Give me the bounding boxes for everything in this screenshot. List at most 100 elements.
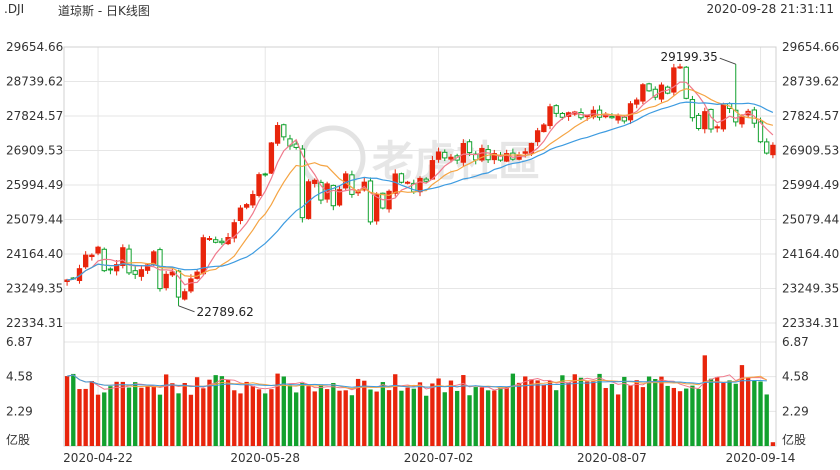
candle	[757, 121, 764, 143]
candle	[398, 173, 405, 183]
annotations: 29199.35 22789.62	[178, 50, 736, 319]
candle	[640, 84, 646, 102]
candle	[460, 143, 467, 163]
price-tick-left: 23249.35	[6, 282, 63, 296]
candle	[596, 109, 603, 118]
volume-bar	[708, 378, 714, 446]
volume-bar	[170, 383, 175, 446]
price-tick-right: 28739.62	[782, 75, 839, 89]
volume-bar	[603, 387, 608, 446]
volume-bar	[609, 383, 615, 446]
volume-bar	[250, 385, 256, 446]
date-tick: 2020-04-22	[63, 451, 133, 465]
volume-bar	[188, 394, 194, 446]
volume-bar	[312, 391, 317, 446]
candle	[739, 115, 745, 125]
price-tick-right: 22334.31	[782, 316, 839, 330]
volume-bar	[659, 376, 664, 446]
volume-bar	[368, 389, 373, 446]
annotation-leader	[178, 305, 195, 313]
volume-bar	[194, 377, 200, 446]
volume-bar	[324, 389, 330, 446]
candle	[677, 66, 683, 69]
volume-unit-right: 亿股	[782, 432, 806, 447]
candle	[764, 141, 770, 154]
candle	[120, 247, 126, 266]
candle	[250, 194, 256, 206]
volume-bar	[702, 355, 707, 446]
volume-bar	[343, 390, 348, 446]
annotation-high: 29199.35	[660, 50, 717, 64]
volume-ma-line	[67, 374, 767, 388]
volume-bar	[306, 386, 311, 446]
volume-bar	[739, 365, 745, 446]
volume-bar	[485, 390, 491, 446]
volume-bar	[95, 394, 101, 446]
volume-bar	[448, 380, 454, 446]
date-tick: 2020-08-07	[577, 451, 647, 465]
candle	[417, 177, 423, 193]
volume-bar	[362, 380, 367, 446]
volume-bar	[337, 390, 342, 446]
volume-bar	[287, 385, 293, 446]
volume-bar	[535, 380, 540, 446]
candle	[547, 106, 553, 127]
volume-bar	[207, 379, 212, 446]
moving-averages	[67, 81, 774, 286]
candle	[312, 179, 318, 184]
volume-tick-right: 2.29	[782, 404, 809, 418]
candle	[343, 173, 349, 189]
candle	[349, 174, 355, 195]
volume-unit-left: 亿股	[6, 432, 30, 447]
volume-bar	[349, 395, 355, 446]
candle	[188, 278, 194, 292]
volume-bar	[71, 373, 76, 446]
volume-bar	[628, 385, 633, 446]
price-tick-right: 25994.49	[782, 178, 839, 192]
volume-bar	[547, 380, 553, 446]
volume-bar	[554, 390, 559, 446]
volume-bar	[263, 393, 268, 446]
candle	[534, 130, 541, 143]
price-tick-left: 22334.31	[6, 316, 63, 330]
volume-bar	[461, 375, 466, 446]
volume-bar	[157, 394, 163, 446]
volume-bar	[733, 383, 738, 446]
candle	[627, 103, 634, 121]
volume-bar	[219, 376, 225, 446]
candles	[64, 63, 776, 306]
candle	[714, 126, 720, 129]
volume-tick-left: 2.29	[6, 404, 33, 418]
price-tick-right: 25079.44	[782, 213, 839, 227]
candle	[609, 116, 615, 119]
volume-bar	[374, 391, 379, 446]
candle	[541, 124, 547, 133]
volume-bar	[182, 383, 187, 446]
volume-bar	[133, 382, 138, 446]
candle	[504, 153, 510, 162]
price-tick-right: 26909.53	[782, 144, 839, 158]
candle	[237, 207, 244, 222]
ma5-line	[67, 81, 774, 286]
candle	[448, 156, 454, 160]
volume-tick-left: 6.87	[6, 335, 33, 349]
candle	[113, 264, 120, 272]
candle	[404, 181, 411, 184]
chart-title: 道琼斯 - 日K线图	[58, 4, 150, 18]
price-tick-right: 24164.40	[782, 247, 839, 261]
volume-bar	[560, 375, 565, 446]
price-tick-left: 25079.44	[6, 213, 63, 227]
volume-bar	[572, 374, 577, 446]
volume-bar	[436, 378, 441, 446]
volume-bar	[690, 385, 695, 446]
volume-bar	[269, 389, 274, 446]
volume-bar	[492, 390, 497, 446]
volume-bar	[684, 388, 689, 446]
volume-bar	[597, 373, 602, 446]
volume-bar	[163, 374, 169, 446]
candle	[138, 269, 145, 277]
candle	[702, 111, 708, 130]
candle	[373, 194, 380, 222]
candle	[553, 105, 559, 114]
